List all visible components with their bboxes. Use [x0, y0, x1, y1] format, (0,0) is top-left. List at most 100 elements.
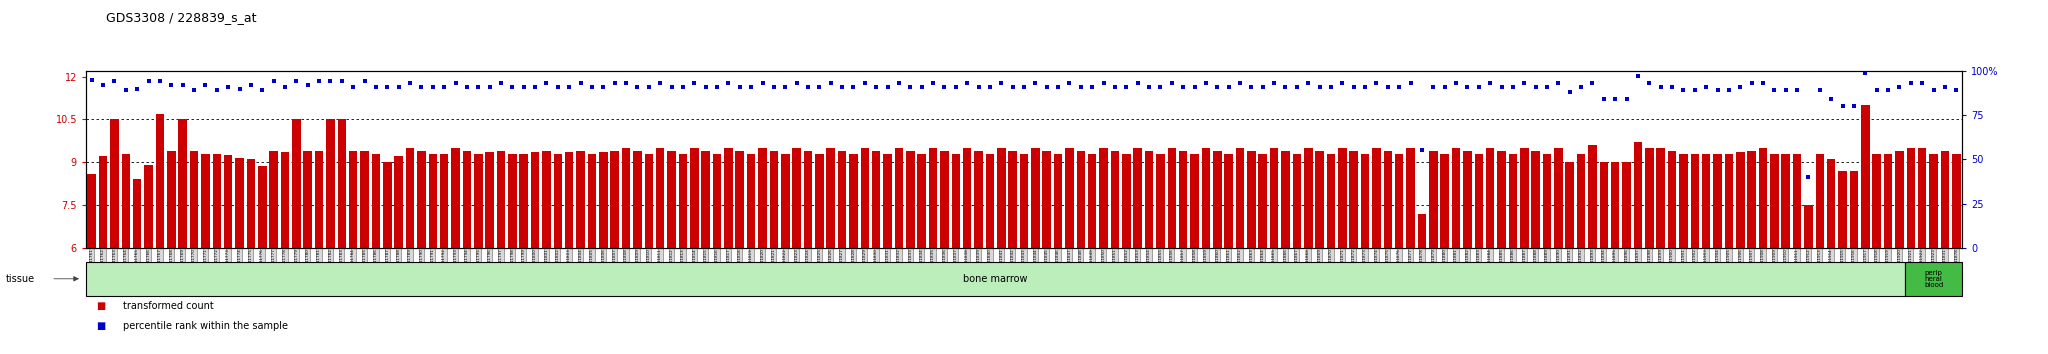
Bar: [1907, 148, 1915, 248]
Bar: [178, 119, 186, 248]
Bar: [1917, 148, 1927, 248]
Point: [1827, 103, 1860, 109]
Point: [1542, 80, 1575, 86]
Bar: [1849, 171, 1858, 248]
Bar: [281, 152, 289, 248]
Bar: [1212, 151, 1221, 248]
Point: [223, 86, 256, 91]
Bar: [678, 154, 688, 248]
Bar: [1714, 154, 1722, 248]
Bar: [1157, 154, 1165, 248]
Point: [928, 84, 961, 90]
Point: [1190, 80, 1223, 86]
Point: [1507, 80, 1540, 86]
Point: [723, 84, 756, 90]
Bar: [1827, 159, 1835, 248]
Point: [428, 84, 461, 90]
Point: [485, 80, 518, 86]
Bar: [246, 159, 256, 248]
Point: [905, 84, 938, 90]
Point: [1815, 96, 1847, 102]
Point: [303, 79, 336, 84]
Point: [690, 84, 723, 90]
Point: [1382, 84, 1415, 90]
Bar: [1612, 162, 1620, 248]
Point: [1280, 84, 1313, 90]
Bar: [713, 154, 721, 248]
Point: [1849, 70, 1882, 75]
Bar: [1792, 154, 1802, 248]
Point: [963, 84, 995, 90]
Bar: [1167, 148, 1176, 248]
Point: [838, 84, 870, 90]
Bar: [655, 148, 664, 248]
Point: [1667, 87, 1700, 93]
Point: [758, 84, 791, 90]
Bar: [1929, 154, 1937, 248]
Point: [815, 80, 848, 86]
Bar: [88, 173, 96, 248]
Point: [201, 87, 233, 93]
Point: [768, 84, 801, 90]
Bar: [1122, 154, 1130, 248]
Bar: [1690, 154, 1700, 248]
Bar: [940, 151, 948, 248]
Bar: [428, 154, 436, 248]
Point: [1939, 87, 1972, 93]
Bar: [872, 151, 881, 248]
Bar: [1942, 151, 1950, 248]
Point: [133, 79, 166, 84]
Bar: [815, 154, 823, 248]
Bar: [1862, 105, 1870, 248]
Bar: [1475, 154, 1483, 248]
Bar: [1055, 154, 1063, 248]
Point: [518, 84, 551, 90]
Point: [1497, 84, 1530, 90]
Point: [848, 80, 881, 86]
Point: [1655, 84, 1688, 90]
Point: [621, 84, 653, 90]
Point: [1530, 84, 1563, 90]
Bar: [1417, 213, 1425, 248]
Point: [109, 87, 141, 93]
Bar: [1817, 154, 1825, 248]
Point: [178, 87, 211, 93]
Point: [463, 84, 496, 90]
Bar: [1337, 148, 1348, 248]
Point: [258, 79, 291, 84]
Bar: [1360, 154, 1370, 248]
Bar: [1020, 154, 1028, 248]
Bar: [98, 156, 106, 248]
Point: [1030, 84, 1063, 90]
Bar: [258, 166, 266, 248]
Bar: [860, 148, 868, 248]
Bar: [1430, 151, 1438, 248]
Point: [1882, 84, 1915, 90]
Bar: [1452, 148, 1460, 248]
Bar: [463, 151, 471, 248]
Bar: [610, 151, 618, 248]
Bar: [543, 151, 551, 248]
Point: [950, 80, 983, 86]
Point: [1360, 80, 1393, 86]
Bar: [1804, 205, 1812, 248]
Point: [1042, 84, 1075, 90]
Point: [803, 84, 836, 90]
Bar: [213, 154, 221, 248]
Point: [1702, 87, 1735, 93]
Bar: [770, 151, 778, 248]
Point: [1417, 84, 1450, 90]
Bar: [725, 148, 733, 248]
Bar: [700, 151, 711, 248]
Point: [121, 86, 154, 91]
Bar: [1634, 142, 1642, 248]
Point: [1894, 80, 1927, 86]
Point: [166, 82, 199, 88]
Bar: [1577, 154, 1585, 248]
Bar: [168, 151, 176, 248]
Bar: [111, 119, 119, 248]
Point: [156, 82, 188, 88]
Bar: [780, 154, 788, 248]
Point: [918, 80, 950, 86]
Point: [700, 84, 733, 90]
